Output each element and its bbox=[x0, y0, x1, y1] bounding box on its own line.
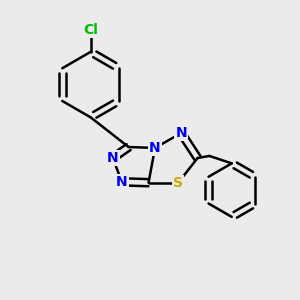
Text: N: N bbox=[149, 141, 161, 155]
Text: N: N bbox=[107, 151, 119, 165]
Text: N: N bbox=[116, 175, 128, 189]
Text: N: N bbox=[176, 126, 187, 140]
Text: S: S bbox=[173, 176, 183, 190]
Text: Cl: Cl bbox=[83, 23, 98, 37]
